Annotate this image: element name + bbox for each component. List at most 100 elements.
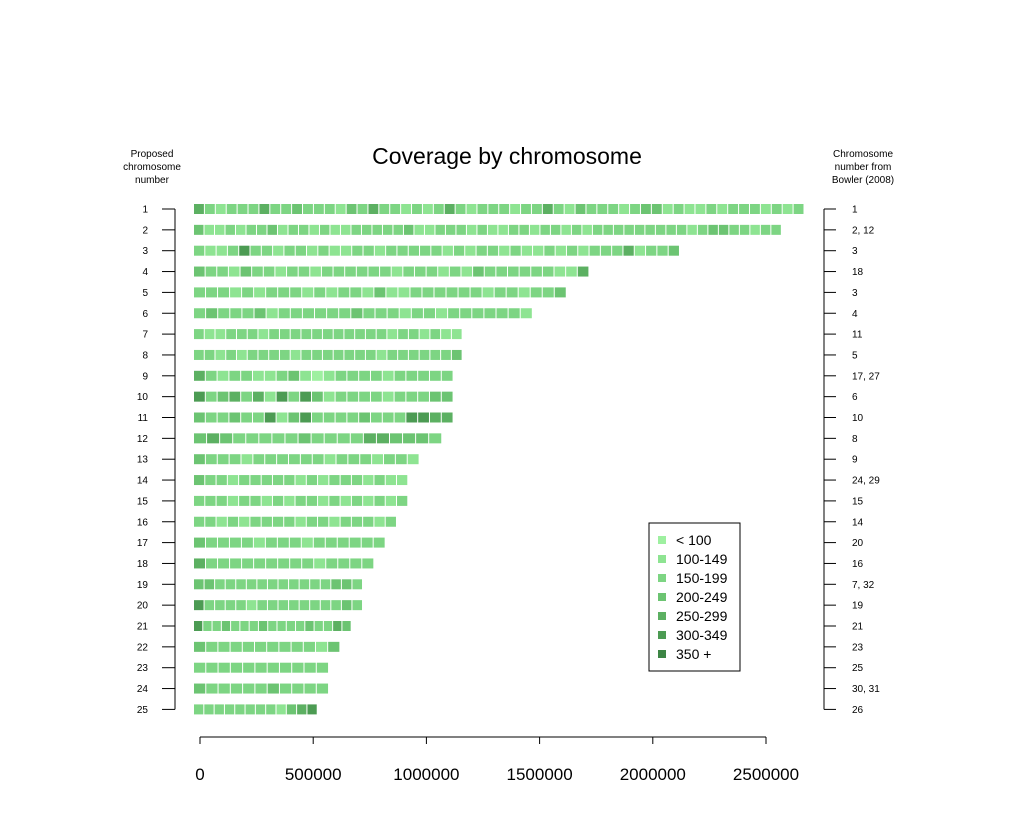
coverage-bin xyxy=(259,204,270,214)
right-tick-label: 25 xyxy=(852,663,864,674)
coverage-bin xyxy=(241,391,252,402)
chromosome-row xyxy=(194,662,329,673)
coverage-bin xyxy=(272,433,285,444)
coverage-bin xyxy=(311,370,323,381)
coverage-bin xyxy=(320,579,331,590)
coverage-bin xyxy=(281,204,292,214)
coverage-bin xyxy=(272,516,284,527)
coverage-bin xyxy=(229,454,241,465)
coverage-bin xyxy=(341,579,352,590)
coverage-bin xyxy=(241,454,253,465)
coverage-bin xyxy=(466,224,477,235)
coverage-bin xyxy=(270,204,281,214)
coverage-bin xyxy=(301,537,313,548)
coverage-bin xyxy=(237,204,248,214)
coverage-bin xyxy=(318,475,329,486)
coverage-bin xyxy=(252,266,263,277)
coverage-bin xyxy=(331,579,341,590)
coverage-bin xyxy=(401,204,412,214)
coverage-bin xyxy=(420,245,431,256)
coverage-bin xyxy=(597,204,608,214)
coverage-bin xyxy=(258,621,268,631)
coverage-bin xyxy=(335,412,347,423)
coverage-bin xyxy=(266,704,276,715)
coverage-bin xyxy=(194,600,204,611)
coverage-bin xyxy=(612,245,623,256)
legend-swatch xyxy=(658,555,666,563)
legend-swatch xyxy=(658,536,666,544)
coverage-bin xyxy=(316,662,329,673)
coverage-bin xyxy=(267,579,278,590)
coverage-bin xyxy=(306,516,318,527)
coverage-bin xyxy=(236,579,246,590)
coverage-bin xyxy=(295,495,306,506)
coverage-bin xyxy=(299,579,310,590)
coverage-bin xyxy=(284,245,295,256)
coverage-bin xyxy=(292,683,304,694)
left-tick-label: 8 xyxy=(142,350,148,361)
coverage-bin xyxy=(365,349,376,360)
coverage-bin xyxy=(646,245,657,256)
coverage-bin xyxy=(205,245,216,256)
coverage-bin xyxy=(239,245,250,256)
coverage-bin xyxy=(290,308,302,319)
coverage-bin xyxy=(510,245,521,256)
coverage-bin xyxy=(278,579,289,590)
coverage-bin xyxy=(306,495,318,506)
coverage-bin xyxy=(760,224,771,235)
coverage-bin xyxy=(554,287,566,298)
coverage-bin xyxy=(307,245,318,256)
coverage-bin xyxy=(451,349,462,360)
coverage-bin xyxy=(408,349,419,360)
coverage-bin xyxy=(335,204,346,214)
coverage-bin xyxy=(496,308,508,319)
right-tick-label: 18 xyxy=(852,267,864,278)
coverage-bin xyxy=(240,621,249,631)
coverage-bin xyxy=(284,495,295,506)
chromosome-row xyxy=(194,600,363,611)
coverage-bin xyxy=(430,349,441,360)
coverage-bin xyxy=(441,349,451,360)
coverage-bin xyxy=(482,287,494,298)
coverage-bin xyxy=(387,349,398,360)
coverage-bin xyxy=(386,287,398,298)
coverage-bin xyxy=(357,204,368,214)
coverage-bin xyxy=(218,641,230,652)
x-tick-label: 1500000 xyxy=(507,765,573,784)
coverage-bin xyxy=(397,475,408,486)
coverage-bin xyxy=(205,537,217,548)
coverage-bin xyxy=(218,662,230,673)
coverage-bin xyxy=(259,433,272,444)
coverage-bin xyxy=(553,204,564,214)
coverage-bin xyxy=(279,349,290,360)
right-tick-label: 15 xyxy=(852,496,864,507)
coverage-bin xyxy=(376,329,387,340)
coverage-bin xyxy=(349,537,361,548)
coverage-bin xyxy=(530,287,542,298)
coverage-bin xyxy=(407,454,419,465)
coverage-bin xyxy=(634,245,646,256)
coverage-bin xyxy=(739,204,749,214)
coverage-bin xyxy=(194,641,206,652)
coverage-bin xyxy=(220,433,233,444)
coverage-bin xyxy=(300,454,312,465)
coverage-bin xyxy=(243,662,255,673)
coverage-bin xyxy=(212,621,221,631)
coverage-bin xyxy=(205,391,217,402)
chromosome-row xyxy=(194,433,442,444)
coverage-bin xyxy=(268,621,277,631)
coverage-bin xyxy=(460,308,472,319)
coverage-bin xyxy=(276,391,288,402)
coverage-bin xyxy=(398,349,408,360)
coverage-bin xyxy=(298,224,309,235)
coverage-bin xyxy=(205,475,216,486)
coverage-bin xyxy=(288,391,300,402)
coverage-bin xyxy=(347,370,359,381)
coverage-bin xyxy=(484,308,496,319)
coverage-bin xyxy=(373,537,385,548)
coverage-bin xyxy=(729,224,739,235)
coverage-bin xyxy=(333,329,344,340)
coverage-bin xyxy=(335,370,347,381)
coverage-bin xyxy=(323,621,333,631)
coverage-bin xyxy=(340,475,351,486)
